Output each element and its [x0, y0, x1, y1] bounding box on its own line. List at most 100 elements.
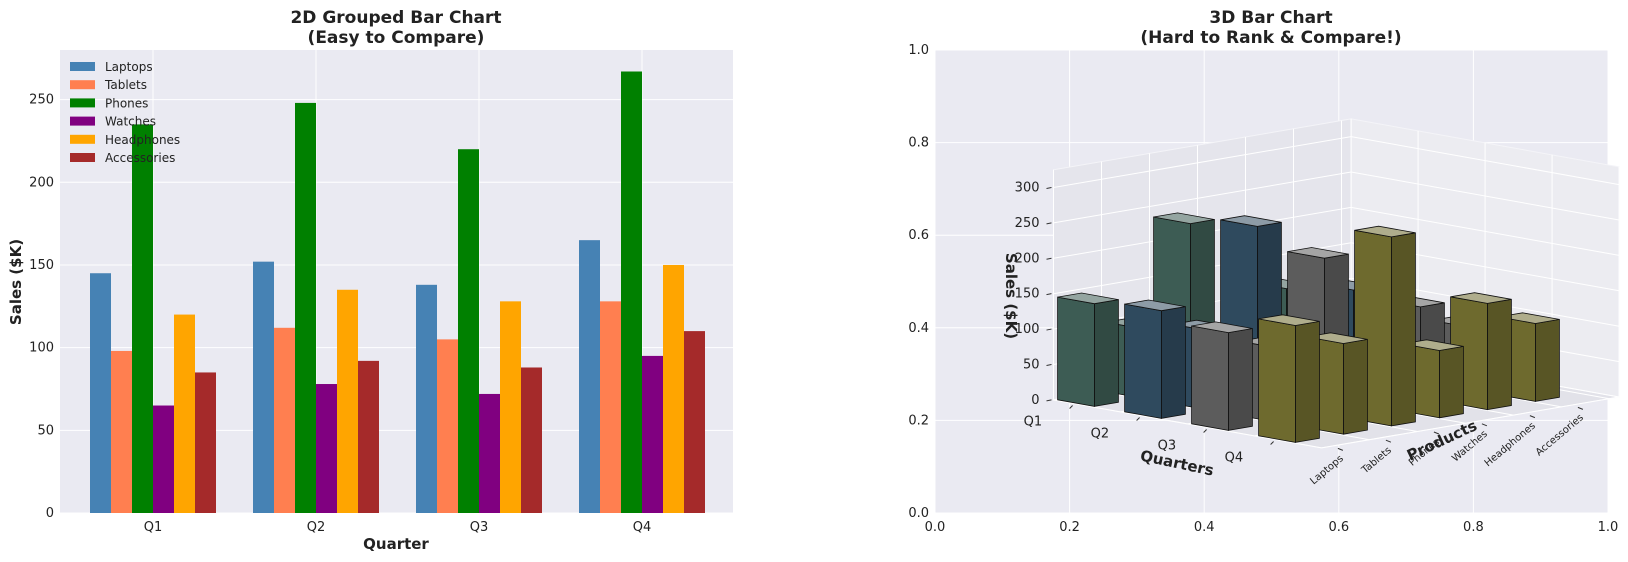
- z-tick-label: 300: [1015, 180, 1040, 195]
- left-x-ticks: Q1 Q2 Q3 Q4: [144, 520, 652, 535]
- bar3d-top-face: [1057, 292, 1119, 305]
- legend-swatch-headphones: [70, 134, 95, 144]
- frame-x-tick: 0.8: [1463, 520, 1484, 535]
- legend-swatch-phones: [70, 98, 95, 108]
- bar-phones-q3: [458, 149, 479, 513]
- bar3d-top-face: [1153, 212, 1215, 225]
- bar3d-side-face: [1487, 298, 1512, 411]
- quarter-tick-label: Q2: [1091, 426, 1110, 441]
- frame-y-tick: 1.0: [908, 43, 929, 58]
- bar3d-side-face: [1535, 318, 1560, 402]
- product-tick-mark: [1577, 406, 1584, 410]
- z-tick-mark: [1046, 222, 1052, 225]
- product-tick-mark: [1433, 431, 1440, 435]
- bar3d-top-face: [1354, 225, 1416, 238]
- quarter-tick-label: Q1: [1024, 414, 1043, 429]
- bar3d-top-face: [1402, 339, 1464, 351]
- bar3d-laptops-q3: [1191, 321, 1253, 431]
- bar3d-side-face: [1161, 306, 1186, 419]
- frame-x-tick: 1.0: [1598, 520, 1619, 535]
- z-tick-mark: [1046, 363, 1052, 366]
- bar-watches-q3: [479, 393, 500, 513]
- bar-accessories-q3: [521, 367, 542, 513]
- bar3d-laptops-q1: [1057, 292, 1119, 407]
- quarter-tick-label: Q4: [1225, 450, 1244, 465]
- quarter-tick-label: Q3: [1158, 438, 1177, 453]
- z-tick-label: 100: [1015, 322, 1040, 337]
- bar-accessories-q1: [195, 372, 216, 513]
- right-frame-ticks: 0.00.0 0.2 0.2 0.4 0.4 0.6 0.6 0.8 0.8 1.0 1.0: [908, 43, 1618, 535]
- product-tick-mark: [1337, 447, 1344, 451]
- legend-label-phones: Phones: [105, 96, 148, 110]
- quarter-tick-mark: [1069, 405, 1073, 409]
- bar3d-side-face: [1391, 232, 1416, 427]
- x-tick-label: Q3: [470, 520, 489, 535]
- bar3d-front-face: [1057, 296, 1095, 407]
- y-tick-label: 50: [37, 423, 54, 438]
- y-tick-label: 250: [29, 93, 54, 108]
- frame-y-tick: 0.6: [908, 228, 929, 243]
- bar3d-top-face: [1220, 215, 1282, 227]
- bar-watches-q1: [153, 405, 174, 513]
- bar3d-side-face: [1295, 320, 1320, 443]
- quarter-tick-mark: [1270, 441, 1274, 445]
- frame-x-tick: 0.6: [1328, 520, 1349, 535]
- left-x-axis-label: Quarter: [363, 535, 429, 553]
- grouped-bar-chart: 2D Grouped Bar Chart (Easy to Compare) 0…: [7, 8, 733, 553]
- left-chart-title-line2: (Easy to Compare): [308, 28, 485, 48]
- y-tick-label: 150: [29, 258, 54, 273]
- frame-y-tick: 0.8: [908, 136, 929, 151]
- z-tick-mark: [1046, 257, 1052, 260]
- quarter-tick-mark: [1136, 417, 1140, 421]
- legend-label-accessories: Accessories: [105, 151, 175, 165]
- frame-y-tick: 0.2: [908, 413, 929, 428]
- right-z-axis-label: Sales ($K): [1002, 253, 1020, 339]
- left-chart-title-line1: 2D Grouped Bar Chart: [290, 8, 501, 28]
- bar3d-top-face: [1258, 314, 1320, 326]
- bar-laptops-q2: [253, 261, 274, 513]
- bar3d-top-face: [1124, 299, 1186, 312]
- z-tick-mark: [1046, 328, 1052, 331]
- z-tick-label: 150: [1015, 287, 1040, 302]
- legend-label-laptops: Laptops: [105, 60, 153, 74]
- bar3d-laptops-q4: [1258, 314, 1320, 443]
- bar-laptops-q1: [90, 273, 111, 513]
- frame-x-tick: 0.4: [1194, 520, 1215, 535]
- right-chart-title-line1: 3D Bar Chart: [1209, 8, 1332, 28]
- legend-label-tablets: Tablets: [104, 78, 147, 92]
- left-y-axis-label: Sales ($K): [7, 239, 25, 325]
- product-tick-mark: [1481, 423, 1488, 427]
- bar3d-side-face: [1439, 345, 1464, 419]
- bar3d-top-face: [1450, 292, 1512, 304]
- z-tick-label: 200: [1015, 251, 1040, 266]
- bar3d-top-face: [1191, 321, 1253, 334]
- 3d-bar-chart: 3D Bar Chart (Hard to Rank & Compare!) 0…: [908, 8, 1620, 535]
- bar3d-side-face: [1094, 299, 1119, 407]
- bar3d-side-face: [1228, 328, 1253, 431]
- x-tick-label: Q4: [633, 520, 652, 535]
- bar-watches-q4: [642, 355, 663, 513]
- frame-y-tick: 0.0: [908, 506, 929, 521]
- legend-label-headphones: Headphones: [105, 133, 180, 147]
- product-tick-mark: [1385, 439, 1392, 443]
- y-gridline: [1053, 169, 1322, 449]
- z-tick-mark: [1046, 399, 1052, 402]
- legend-label-watches: Watches: [105, 115, 156, 129]
- z-tick-mark: [1046, 186, 1052, 189]
- bar-tablets-q4: [600, 301, 621, 513]
- bar3d-front-face: [1124, 303, 1162, 419]
- bar-accessories-q2: [358, 360, 379, 513]
- bar3d-top-face: [1498, 312, 1560, 324]
- bar3d-front-face: [1258, 318, 1296, 443]
- bar3d-side-face: [1343, 338, 1368, 435]
- bar-tablets-q3: [437, 339, 458, 513]
- y-tick-label: 100: [29, 341, 54, 356]
- legend-swatch-laptops: [70, 62, 95, 71]
- legend-swatch-tablets: [70, 80, 95, 90]
- product-tick-mark: [1529, 415, 1536, 419]
- y-tick-label: 0: [46, 506, 54, 521]
- right-chart-title-line2: (Hard to Rank & Compare!): [1140, 28, 1401, 48]
- bar-laptops-q4: [579, 240, 600, 514]
- frame-y-tick: 0.4: [908, 321, 929, 336]
